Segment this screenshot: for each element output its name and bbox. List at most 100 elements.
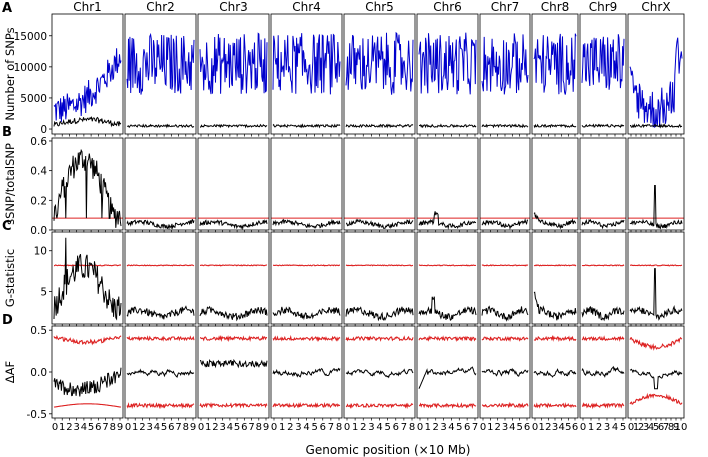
x-tick-label: 4 bbox=[648, 422, 654, 433]
x-tick-label: 4 bbox=[81, 422, 87, 433]
x-tick-label: 2 bbox=[360, 422, 366, 433]
x-tick-label: 0 bbox=[125, 422, 131, 433]
panel-frame bbox=[197, 137, 270, 231]
x-tick-label: 8 bbox=[183, 422, 189, 433]
series-ssnps bbox=[533, 123, 577, 129]
lower-bound-line bbox=[418, 402, 477, 409]
threshold-line bbox=[199, 264, 268, 267]
panel-C-chr7 bbox=[479, 231, 531, 327]
series-ssnps bbox=[345, 123, 414, 129]
panel-A-chr5 bbox=[343, 13, 416, 137]
panel-frame bbox=[197, 325, 270, 419]
chrom-title-chr5: Chr5 bbox=[365, 0, 394, 14]
x-tick-label: 7 bbox=[663, 422, 669, 433]
x-tick-label: 3 bbox=[219, 422, 225, 433]
upper-bound-line bbox=[345, 335, 414, 342]
series-total-snps bbox=[581, 34, 625, 90]
panel-C-chr9 bbox=[579, 231, 627, 327]
upper-bound-line bbox=[533, 334, 577, 342]
x-tick-label: 10 bbox=[675, 422, 688, 433]
series-ssnp-ratio bbox=[126, 218, 195, 230]
panel-frame bbox=[416, 13, 479, 135]
panel-A-chrx bbox=[627, 13, 685, 137]
x-tick-label: 2 bbox=[139, 422, 145, 433]
y-tick-label: -0.5 bbox=[27, 409, 48, 421]
panel-frame bbox=[579, 13, 627, 135]
x-tick-label: 0 bbox=[480, 422, 486, 433]
x-tick-label: 1 bbox=[487, 422, 493, 433]
panel-D-chr1: -0.5 0.0 0.5 0 1 2 3 4 5 6 7 8 9 bbox=[27, 325, 124, 433]
series-delta-af bbox=[481, 367, 529, 377]
y-axis-label-B: sSNP/totalSNP bbox=[3, 143, 17, 225]
x-tick-label: 6 bbox=[658, 422, 664, 433]
panel-frame bbox=[531, 325, 579, 419]
y-tick-label: 10000 bbox=[14, 62, 47, 74]
upper-bound-line bbox=[199, 334, 268, 343]
panel-C-chr3 bbox=[197, 231, 270, 327]
panel-C-chr1: 5 10 bbox=[34, 231, 124, 327]
panel-A-chr3 bbox=[197, 13, 270, 137]
series-g-statistic bbox=[53, 237, 122, 321]
series-delta-af bbox=[272, 367, 341, 378]
lower-bound-line bbox=[272, 401, 341, 409]
panel-B-chr9 bbox=[579, 137, 627, 233]
x-tick-label: 6 bbox=[168, 422, 174, 433]
threshold-line bbox=[481, 264, 529, 267]
x-tick-label: 6 bbox=[524, 422, 530, 433]
series-delta-af bbox=[53, 367, 122, 397]
series-delta-af bbox=[126, 368, 195, 378]
x-tick-label: 2 bbox=[66, 422, 72, 433]
x-tick-label: 1 bbox=[425, 422, 431, 433]
x-tick-label: 5 bbox=[384, 422, 390, 433]
panel-B-chr6 bbox=[416, 137, 479, 233]
x-tick-label: 3 bbox=[146, 422, 152, 433]
series-delta-af bbox=[199, 358, 268, 369]
series-ssnp-ratio bbox=[346, 218, 414, 229]
series-g-statistic bbox=[345, 306, 414, 322]
chrom-title-chr6: Chr6 bbox=[433, 0, 462, 14]
panel-A-chr7 bbox=[479, 13, 531, 137]
y-axis-label-D: ΔAF bbox=[3, 361, 17, 383]
series-ssnps bbox=[418, 123, 477, 129]
x-tick-label: 2 bbox=[494, 422, 500, 433]
series-g-statistic bbox=[272, 306, 341, 321]
series-g-statistic bbox=[199, 305, 268, 322]
upper-bound-line bbox=[53, 334, 122, 346]
series-ssnp-ratio bbox=[629, 185, 683, 230]
x-tick-label: 1 bbox=[588, 422, 594, 433]
series-ssnps bbox=[630, 123, 683, 129]
panel-A-chr4 bbox=[270, 13, 343, 137]
x-tick-label: 7 bbox=[328, 422, 334, 433]
x-tick-label: 5 bbox=[620, 422, 626, 433]
x-tick-label: 7 bbox=[401, 422, 407, 433]
x-tick-label: 3 bbox=[502, 422, 508, 433]
series-ssnp-ratio bbox=[272, 218, 341, 229]
panel-C-chr2 bbox=[124, 231, 197, 327]
panel-A-chr6 bbox=[416, 13, 479, 137]
chrom-title-chr3: Chr3 bbox=[219, 0, 248, 14]
series-total-snps bbox=[126, 32, 195, 95]
x-tick-label: 3 bbox=[643, 422, 649, 433]
panel-frame bbox=[416, 137, 479, 231]
lower-bound-line bbox=[482, 401, 529, 409]
x-tick-label: 5 bbox=[653, 422, 659, 433]
x-tick-label: 2 bbox=[433, 422, 439, 433]
x-tick-label: 5 bbox=[161, 422, 167, 433]
x-tick-label: 2 bbox=[545, 422, 551, 433]
x-tick-label: 8 bbox=[668, 422, 674, 433]
x-tick-label: 2 bbox=[596, 422, 602, 433]
chrom-title-chr7: Chr7 bbox=[491, 0, 520, 14]
lower-bound-line bbox=[53, 403, 122, 408]
x-tick-label: 0 bbox=[532, 422, 538, 433]
lower-bound-line bbox=[345, 402, 414, 410]
panel-label-D: D bbox=[2, 313, 13, 328]
lower-bound-line bbox=[126, 402, 195, 410]
series-ssnp-ratio bbox=[481, 218, 528, 230]
upper-bound-line bbox=[581, 335, 625, 342]
chrom-title-chr8: Chr8 bbox=[541, 0, 570, 14]
